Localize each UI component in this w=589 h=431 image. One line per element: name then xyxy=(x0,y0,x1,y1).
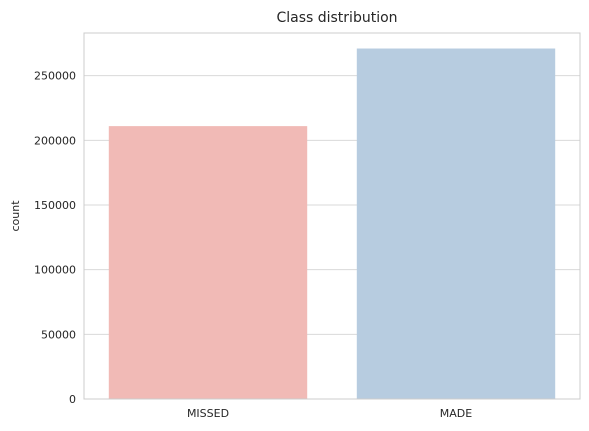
y-axis-label: count xyxy=(9,200,22,232)
y-tick-labels: 0 50000 100000 150000 200000 250000 xyxy=(34,70,76,406)
x-tick-labels: MISSED MADE xyxy=(187,407,472,420)
y-tick-label: 50000 xyxy=(41,328,76,341)
y-tick-label: 0 xyxy=(69,393,76,406)
y-tick-label: 100000 xyxy=(34,264,76,277)
bar-made xyxy=(356,48,556,399)
y-tick-label: 150000 xyxy=(34,199,76,212)
plot-frame xyxy=(83,32,581,400)
x-tick-label: MADE xyxy=(440,407,472,420)
bars xyxy=(108,48,556,399)
chart-title: Class distribution xyxy=(276,10,397,26)
x-tick-label: MISSED xyxy=(187,407,229,420)
bar-missed xyxy=(108,126,308,399)
y-tick-label: 200000 xyxy=(34,134,76,147)
y-tick-label: 250000 xyxy=(34,70,76,83)
